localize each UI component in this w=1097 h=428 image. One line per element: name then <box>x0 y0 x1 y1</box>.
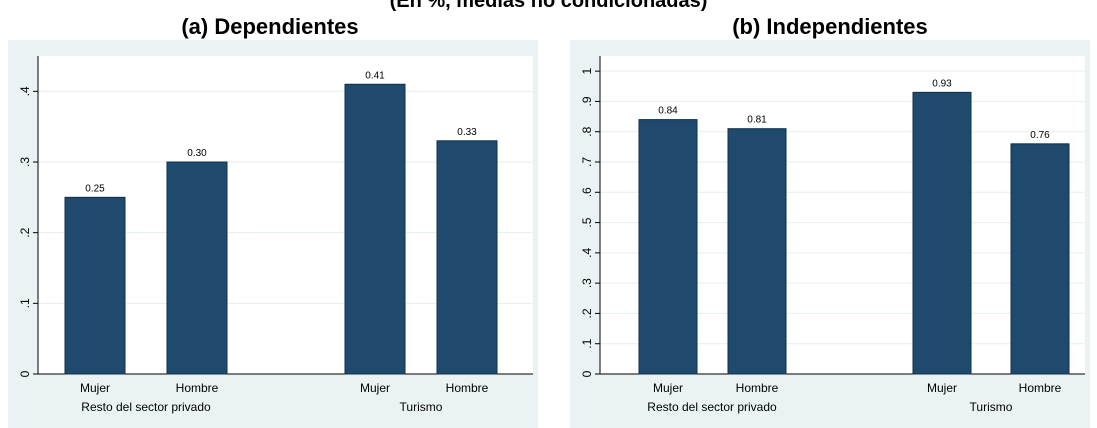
chart-panel-independientes: 0 .1 .2 .3 .4 .5 .6 .7 .8 .9 1 0.84 Mujer 0.81 Hombre 0… <box>570 40 1090 428</box>
bar-mujer-2 <box>912 91 972 375</box>
y-tick-label: .3 <box>18 157 32 167</box>
y-tick-label: .1 <box>580 338 594 348</box>
y-tick-label: .5 <box>580 217 594 227</box>
y-tick-label: .8 <box>580 126 594 136</box>
y-tick-label: .4 <box>18 86 32 96</box>
data-label: 0.30 <box>187 148 207 159</box>
group-label: Resto del sector privado <box>647 400 777 414</box>
bar-hombre-3 <box>436 140 498 375</box>
data-label: 0.76 <box>1030 130 1050 141</box>
bar-hombre-1 <box>166 161 228 375</box>
bar-mujer-2 <box>344 83 406 375</box>
data-label: 0.93 <box>932 78 952 89</box>
category-label: Hombre <box>736 381 779 395</box>
bar-hombre-3 <box>1010 143 1070 375</box>
bar-hombre-1 <box>727 128 787 375</box>
y-tick-label: 0 <box>18 370 32 377</box>
y-tick-label: .2 <box>580 308 594 318</box>
category-label: Mujer <box>927 381 957 395</box>
chart-dependientes: 0 .1 .2 .3 .4 0.25 Mujer 0.30 Hombre 0.41 Mujer 0.3… <box>18 56 533 414</box>
data-label: 0.25 <box>85 183 105 194</box>
category-label: Hombre <box>176 381 219 395</box>
category-label: Hombre <box>446 381 489 395</box>
data-label: 0.33 <box>457 127 477 138</box>
data-label: 0.41 <box>365 70 385 81</box>
chart-title-dependientes: (a) Dependientes <box>181 14 359 39</box>
y-tick-label: .2 <box>18 227 32 237</box>
figure-title: (En %, medias no condicionadas) <box>389 0 708 12</box>
category-label: Mujer <box>80 381 110 395</box>
bar-mujer-0 <box>638 119 698 375</box>
y-tick-label: 0 <box>580 370 594 377</box>
bar-mujer-0 <box>64 196 126 375</box>
y-tick-label: .6 <box>580 187 594 197</box>
data-label: 0.84 <box>658 106 678 117</box>
chart-independientes: 0 .1 .2 .3 .4 .5 .6 .7 .8 .9 1 0.84 Mujer 0.81 Hombre 0… <box>580 56 1085 414</box>
group-label: Turismo <box>400 400 443 414</box>
data-label: 0.81 <box>747 115 767 126</box>
category-label: Hombre <box>1019 381 1062 395</box>
group-label: Turismo <box>970 400 1013 414</box>
y-tick-label: .4 <box>580 248 594 258</box>
y-tick-label: .1 <box>18 298 32 308</box>
y-tick-label: 1 <box>580 67 594 74</box>
chart-panel-dependientes: 0 .1 .2 .3 .4 0.25 Mujer 0.30 Hombre 0.41 Mujer 0.3… <box>8 40 538 428</box>
category-label: Mujer <box>653 381 683 395</box>
group-label: Resto del sector privado <box>81 400 211 414</box>
y-tick-label: .3 <box>580 278 594 288</box>
category-label: Mujer <box>360 381 390 395</box>
y-tick-label: .9 <box>580 96 594 106</box>
chart-title-independientes: (b) Independientes <box>732 14 928 39</box>
y-tick-label: .7 <box>580 157 594 167</box>
